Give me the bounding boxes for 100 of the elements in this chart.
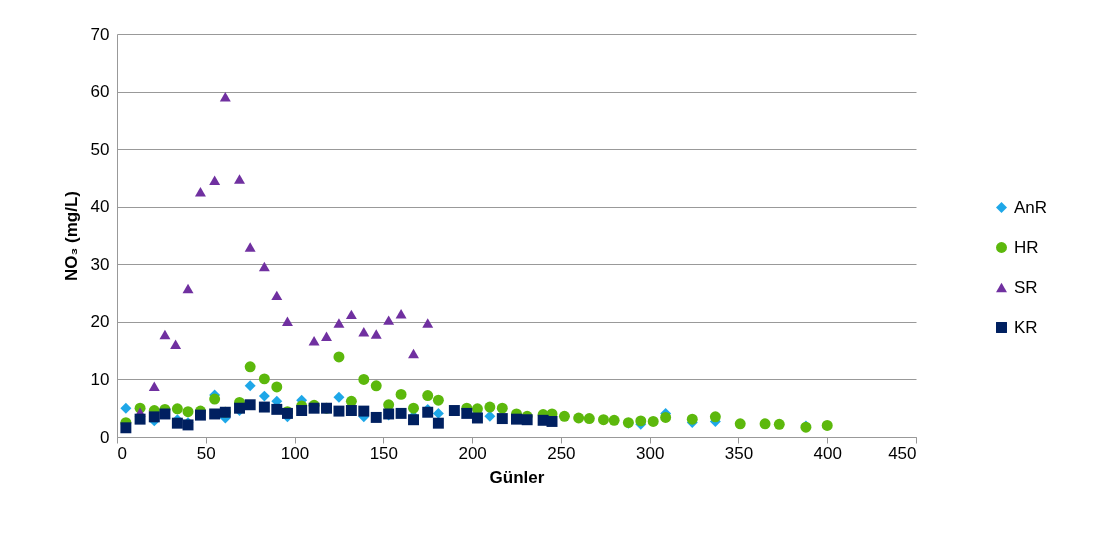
point bbox=[159, 329, 171, 340]
point bbox=[471, 412, 483, 424]
point bbox=[383, 315, 395, 325]
point bbox=[170, 339, 182, 350]
legend-label: SR bbox=[1014, 277, 1038, 297]
point bbox=[358, 405, 370, 417]
point bbox=[219, 92, 231, 102]
y-tick-label: 10 bbox=[90, 369, 110, 389]
point bbox=[511, 413, 522, 425]
x-tick-label: 350 bbox=[724, 443, 754, 463]
point bbox=[159, 408, 171, 420]
point bbox=[709, 411, 721, 423]
y-tick-label: 30 bbox=[90, 254, 110, 274]
point bbox=[134, 413, 146, 425]
point bbox=[759, 418, 771, 430]
point bbox=[358, 326, 370, 337]
x-tick-label: 150 bbox=[369, 443, 399, 463]
point bbox=[209, 408, 221, 420]
point bbox=[333, 405, 345, 417]
point bbox=[370, 329, 382, 339]
point bbox=[281, 316, 293, 327]
point bbox=[258, 390, 270, 402]
y-tick-label: 20 bbox=[90, 312, 110, 332]
legend-label: KR bbox=[1014, 317, 1038, 337]
point bbox=[647, 415, 659, 427]
point bbox=[234, 174, 245, 184]
point bbox=[244, 399, 256, 411]
x-tick-label: 50 bbox=[196, 443, 216, 463]
point bbox=[209, 393, 221, 405]
point bbox=[408, 402, 419, 414]
point bbox=[345, 405, 357, 416]
point bbox=[182, 283, 194, 294]
point bbox=[370, 411, 382, 423]
point bbox=[333, 318, 345, 328]
point bbox=[608, 414, 620, 426]
x-axis-title: Günler bbox=[489, 467, 545, 487]
point bbox=[209, 175, 221, 185]
point bbox=[521, 414, 533, 426]
point bbox=[395, 309, 407, 319]
point bbox=[296, 405, 308, 416]
point bbox=[258, 261, 270, 272]
y-tick-label: 40 bbox=[90, 197, 110, 217]
point bbox=[408, 348, 419, 359]
x-tick-label: 250 bbox=[547, 443, 576, 463]
point bbox=[558, 410, 570, 422]
point bbox=[686, 413, 698, 425]
y-tick-label: 60 bbox=[90, 82, 110, 102]
point bbox=[484, 401, 496, 413]
point bbox=[244, 361, 256, 373]
point bbox=[120, 422, 132, 434]
point bbox=[432, 407, 444, 419]
point bbox=[308, 336, 320, 346]
point bbox=[271, 381, 283, 393]
point bbox=[573, 412, 585, 424]
x-tick-label: 100 bbox=[280, 443, 310, 463]
point bbox=[821, 420, 833, 431]
point bbox=[148, 381, 160, 392]
point bbox=[182, 406, 194, 418]
y-tick-label: 70 bbox=[90, 24, 110, 44]
x-tick-label: 400 bbox=[813, 443, 842, 463]
point bbox=[171, 403, 183, 415]
point bbox=[358, 373, 370, 385]
point bbox=[148, 411, 160, 423]
point bbox=[422, 390, 434, 402]
point bbox=[408, 414, 419, 426]
point bbox=[461, 407, 473, 419]
y-tick-label: 0 bbox=[100, 427, 110, 447]
y-tick-label: 50 bbox=[90, 139, 110, 159]
point bbox=[598, 414, 609, 426]
point bbox=[244, 242, 256, 252]
y-axis-title: NO₃ (mg/L) bbox=[61, 190, 81, 282]
point bbox=[258, 401, 270, 413]
x-tick-label: 450 bbox=[888, 443, 917, 463]
point bbox=[546, 415, 558, 427]
point bbox=[120, 402, 132, 414]
x-tick-label: 300 bbox=[635, 443, 665, 463]
point bbox=[244, 380, 256, 392]
point bbox=[432, 417, 444, 429]
point bbox=[583, 413, 595, 425]
point bbox=[496, 402, 508, 414]
point bbox=[448, 405, 460, 416]
point bbox=[370, 380, 382, 392]
legend-label: HR bbox=[1014, 237, 1039, 257]
point bbox=[660, 411, 672, 423]
point bbox=[333, 391, 345, 403]
point bbox=[258, 373, 270, 385]
point bbox=[773, 418, 785, 430]
point bbox=[422, 318, 434, 328]
point bbox=[734, 418, 746, 430]
x-tick-label: 200 bbox=[458, 443, 487, 463]
legend-label: AnR bbox=[1014, 197, 1048, 217]
point bbox=[496, 413, 508, 425]
point bbox=[395, 407, 407, 419]
point bbox=[194, 409, 206, 421]
x-tick-label: 0 bbox=[117, 443, 127, 463]
point bbox=[321, 331, 332, 341]
point bbox=[432, 394, 444, 406]
point bbox=[333, 351, 345, 363]
point bbox=[345, 309, 357, 320]
point bbox=[271, 403, 283, 415]
